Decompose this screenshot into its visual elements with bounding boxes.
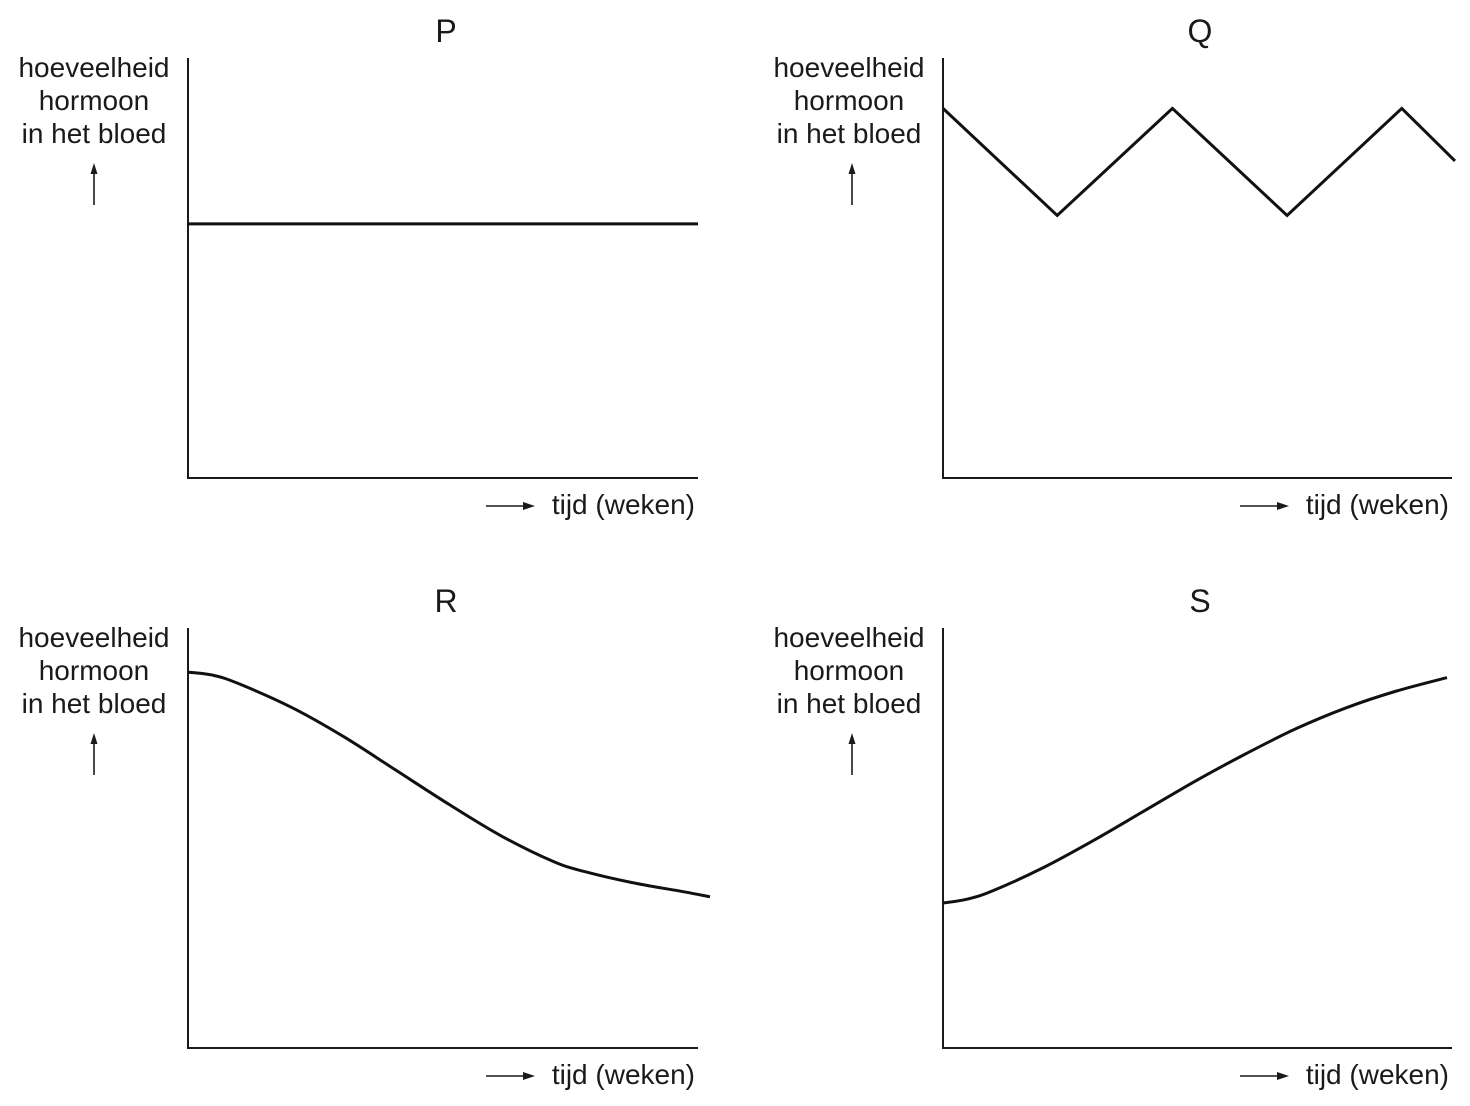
y-axis-label-line-2: hormoon	[39, 655, 150, 686]
series-line	[942, 676, 1448, 905]
y-axis-arrow-icon	[848, 733, 856, 775]
y-axis-label-line-1: hoeveelheid	[773, 52, 924, 83]
axes-frame	[942, 58, 1452, 479]
y-axis-arrow-icon	[90, 163, 98, 205]
y-axis-arrow-icon	[848, 163, 856, 205]
chart-title-q: Q	[1188, 13, 1213, 49]
x-axis-label: tijd (weken)	[1306, 489, 1449, 520]
y-axis-label-line-3: in het bloed	[777, 118, 922, 149]
y-axis-label-line-3: in het bloed	[22, 118, 167, 149]
y-axis-label-line-1: hoeveelheid	[18, 622, 169, 653]
y-axis-label-line-2: hormoon	[794, 655, 905, 686]
chart-title-r: R	[434, 583, 457, 619]
x-axis-arrow-icon	[1240, 1072, 1289, 1080]
axes-frame	[187, 628, 698, 1049]
y-axis-label-line-2: hormoon	[794, 85, 905, 116]
axes-frame	[187, 58, 698, 479]
x-axis-arrow-icon	[486, 502, 535, 510]
chart-panel-r: R hoeveelheid hormoon in het bloed tijd …	[18, 583, 711, 1090]
y-axis-label-line-2: hormoon	[39, 85, 150, 116]
x-axis-label: tijd (weken)	[1306, 1059, 1449, 1090]
y-axis-label-line-3: in het bloed	[22, 688, 167, 719]
y-axis-arrow-icon	[90, 733, 98, 775]
chart-title-s: S	[1189, 583, 1210, 619]
series-line	[941, 106, 1457, 218]
chart-panel-p: P hoeveelheid hormoon in het bloed tijd …	[18, 13, 698, 520]
x-axis-arrow-icon	[1240, 502, 1289, 510]
chart-panel-s: S hoeveelheid hormoon in het bloed tijd …	[773, 583, 1452, 1090]
y-axis-label-line-1: hoeveelheid	[18, 52, 169, 83]
series-line	[187, 670, 711, 899]
y-axis-label-line-3: in het bloed	[777, 688, 922, 719]
y-axis-label-line-1: hoeveelheid	[773, 622, 924, 653]
axes-frame	[942, 628, 1452, 1049]
x-axis-label: tijd (weken)	[552, 1059, 695, 1090]
x-axis-arrow-icon	[486, 1072, 535, 1080]
chart-title-p: P	[435, 13, 456, 49]
x-axis-label: tijd (weken)	[552, 489, 695, 520]
chart-panel-q: Q hoeveelheid hormoon in het bloed tijd …	[773, 13, 1457, 520]
